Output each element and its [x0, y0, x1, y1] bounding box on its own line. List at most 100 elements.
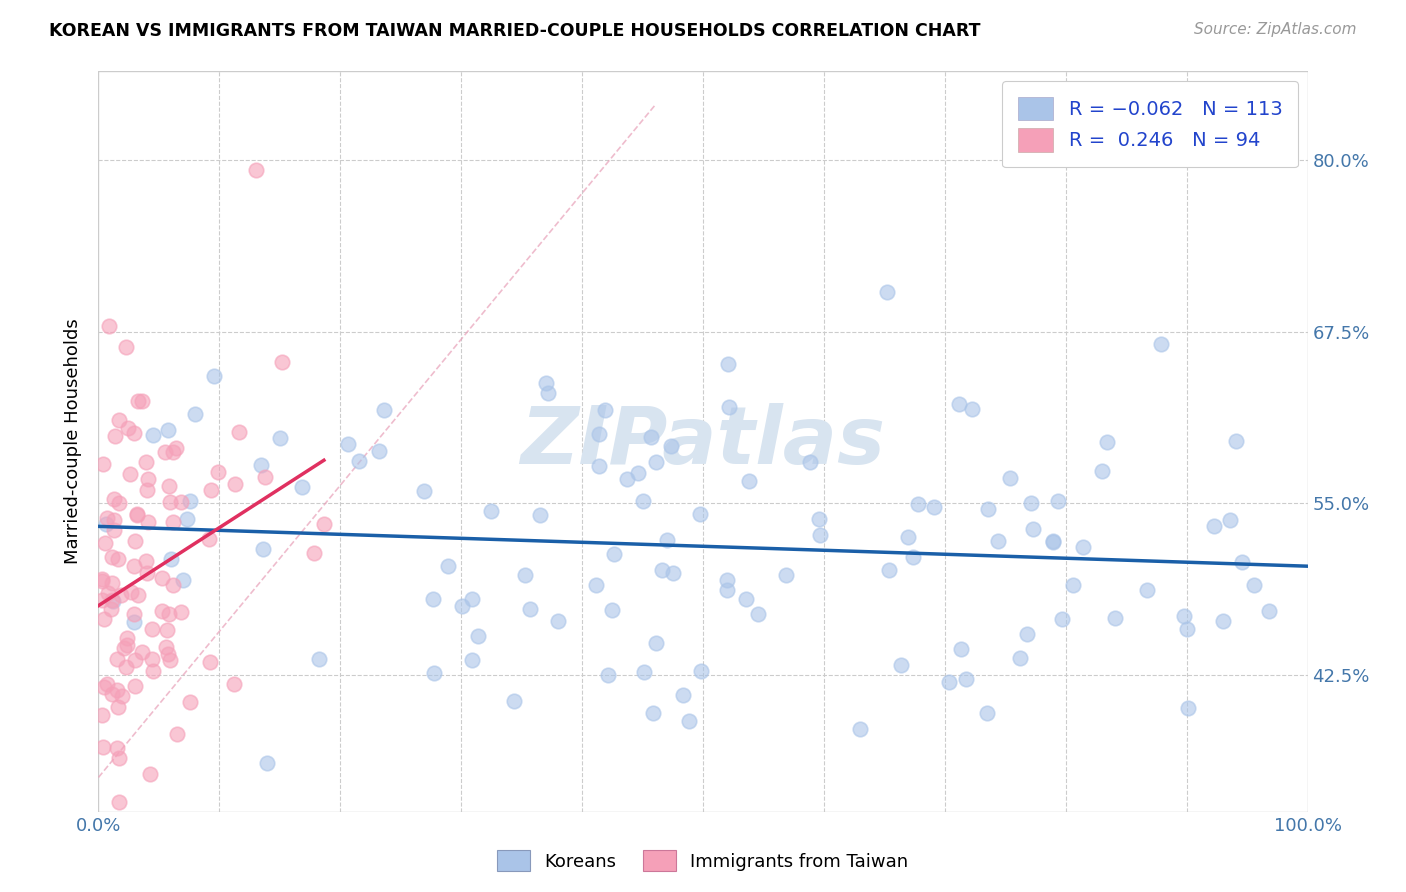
Point: [245, 163, 267, 178]
Point: [1202, 519, 1225, 533]
Y-axis label: Married-couple Households: Married-couple Households: [65, 318, 83, 565]
Point: [1008, 651, 1031, 665]
Point: [101, 593, 124, 607]
Point: [136, 472, 159, 486]
Point: [596, 667, 619, 681]
Point: [127, 393, 149, 408]
Point: [659, 439, 682, 453]
Text: ZIPatlas: ZIPatlas: [520, 402, 886, 481]
Point: [162, 445, 184, 459]
Point: [602, 602, 624, 616]
Point: [1219, 513, 1241, 527]
Point: [461, 591, 484, 606]
Point: [141, 652, 163, 666]
Point: [641, 706, 664, 721]
Point: [467, 629, 489, 643]
Point: [249, 458, 271, 472]
Point: [1042, 533, 1064, 548]
Point: [222, 677, 245, 691]
Point: [142, 665, 165, 679]
Point: [717, 357, 740, 371]
Point: [156, 647, 179, 661]
Point: [105, 683, 128, 698]
Point: [585, 578, 607, 592]
Point: [139, 767, 162, 781]
Point: [1258, 604, 1281, 618]
Point: [155, 623, 177, 637]
Point: [337, 436, 360, 450]
Point: [903, 550, 925, 565]
Point: [907, 497, 929, 511]
Point: [672, 688, 695, 702]
Point: [110, 588, 132, 602]
Point: [897, 530, 920, 544]
Point: [115, 638, 138, 652]
Point: [655, 533, 678, 547]
Point: [91, 574, 114, 588]
Point: [166, 727, 188, 741]
Point: [588, 427, 610, 442]
Point: [479, 504, 502, 518]
Point: [125, 508, 148, 523]
Point: [808, 528, 831, 542]
Point: [807, 512, 830, 526]
Point: [890, 658, 912, 673]
Point: [103, 491, 125, 506]
Point: [165, 441, 187, 455]
Point: [651, 563, 673, 577]
Point: [689, 507, 711, 521]
Point: [107, 496, 129, 510]
Point: [101, 549, 124, 564]
Point: [738, 474, 761, 488]
Point: [603, 547, 626, 561]
Point: [1091, 464, 1114, 478]
Point: [104, 428, 127, 442]
Point: [960, 401, 983, 416]
Text: Source: ZipAtlas.com: Source: ZipAtlas.com: [1194, 22, 1357, 37]
Point: [627, 467, 650, 481]
Point: [184, 407, 207, 421]
Point: [633, 665, 655, 680]
Point: [734, 592, 756, 607]
Point: [224, 477, 246, 491]
Point: [987, 533, 1010, 548]
Point: [588, 458, 610, 473]
Point: [170, 495, 193, 509]
Point: [529, 508, 551, 522]
Point: [631, 494, 654, 508]
Point: [200, 483, 222, 497]
Point: [114, 660, 136, 674]
Point: [716, 582, 738, 597]
Point: [118, 467, 141, 482]
Point: [717, 401, 740, 415]
Point: [91, 739, 114, 754]
Point: [948, 397, 970, 411]
Point: [134, 554, 156, 568]
Point: [112, 641, 135, 656]
Point: [451, 599, 474, 614]
Point: [1021, 496, 1043, 510]
Point: [1225, 434, 1247, 449]
Point: [922, 500, 945, 514]
Point: [678, 714, 700, 728]
Point: [423, 666, 446, 681]
Point: [519, 602, 541, 616]
Point: [1062, 578, 1084, 592]
Point: [877, 563, 900, 577]
Point: [135, 483, 157, 497]
Point: [150, 571, 173, 585]
Point: [977, 502, 1000, 516]
Point: [155, 640, 177, 655]
Point: [142, 428, 165, 442]
Point: [162, 578, 184, 592]
Point: [593, 402, 616, 417]
Point: [1232, 556, 1254, 570]
Point: [179, 493, 201, 508]
Point: [1071, 540, 1094, 554]
Point: [269, 431, 291, 445]
Point: [157, 607, 180, 622]
Point: [107, 699, 129, 714]
Point: [122, 426, 145, 441]
Point: [103, 523, 125, 537]
Point: [1000, 471, 1022, 485]
